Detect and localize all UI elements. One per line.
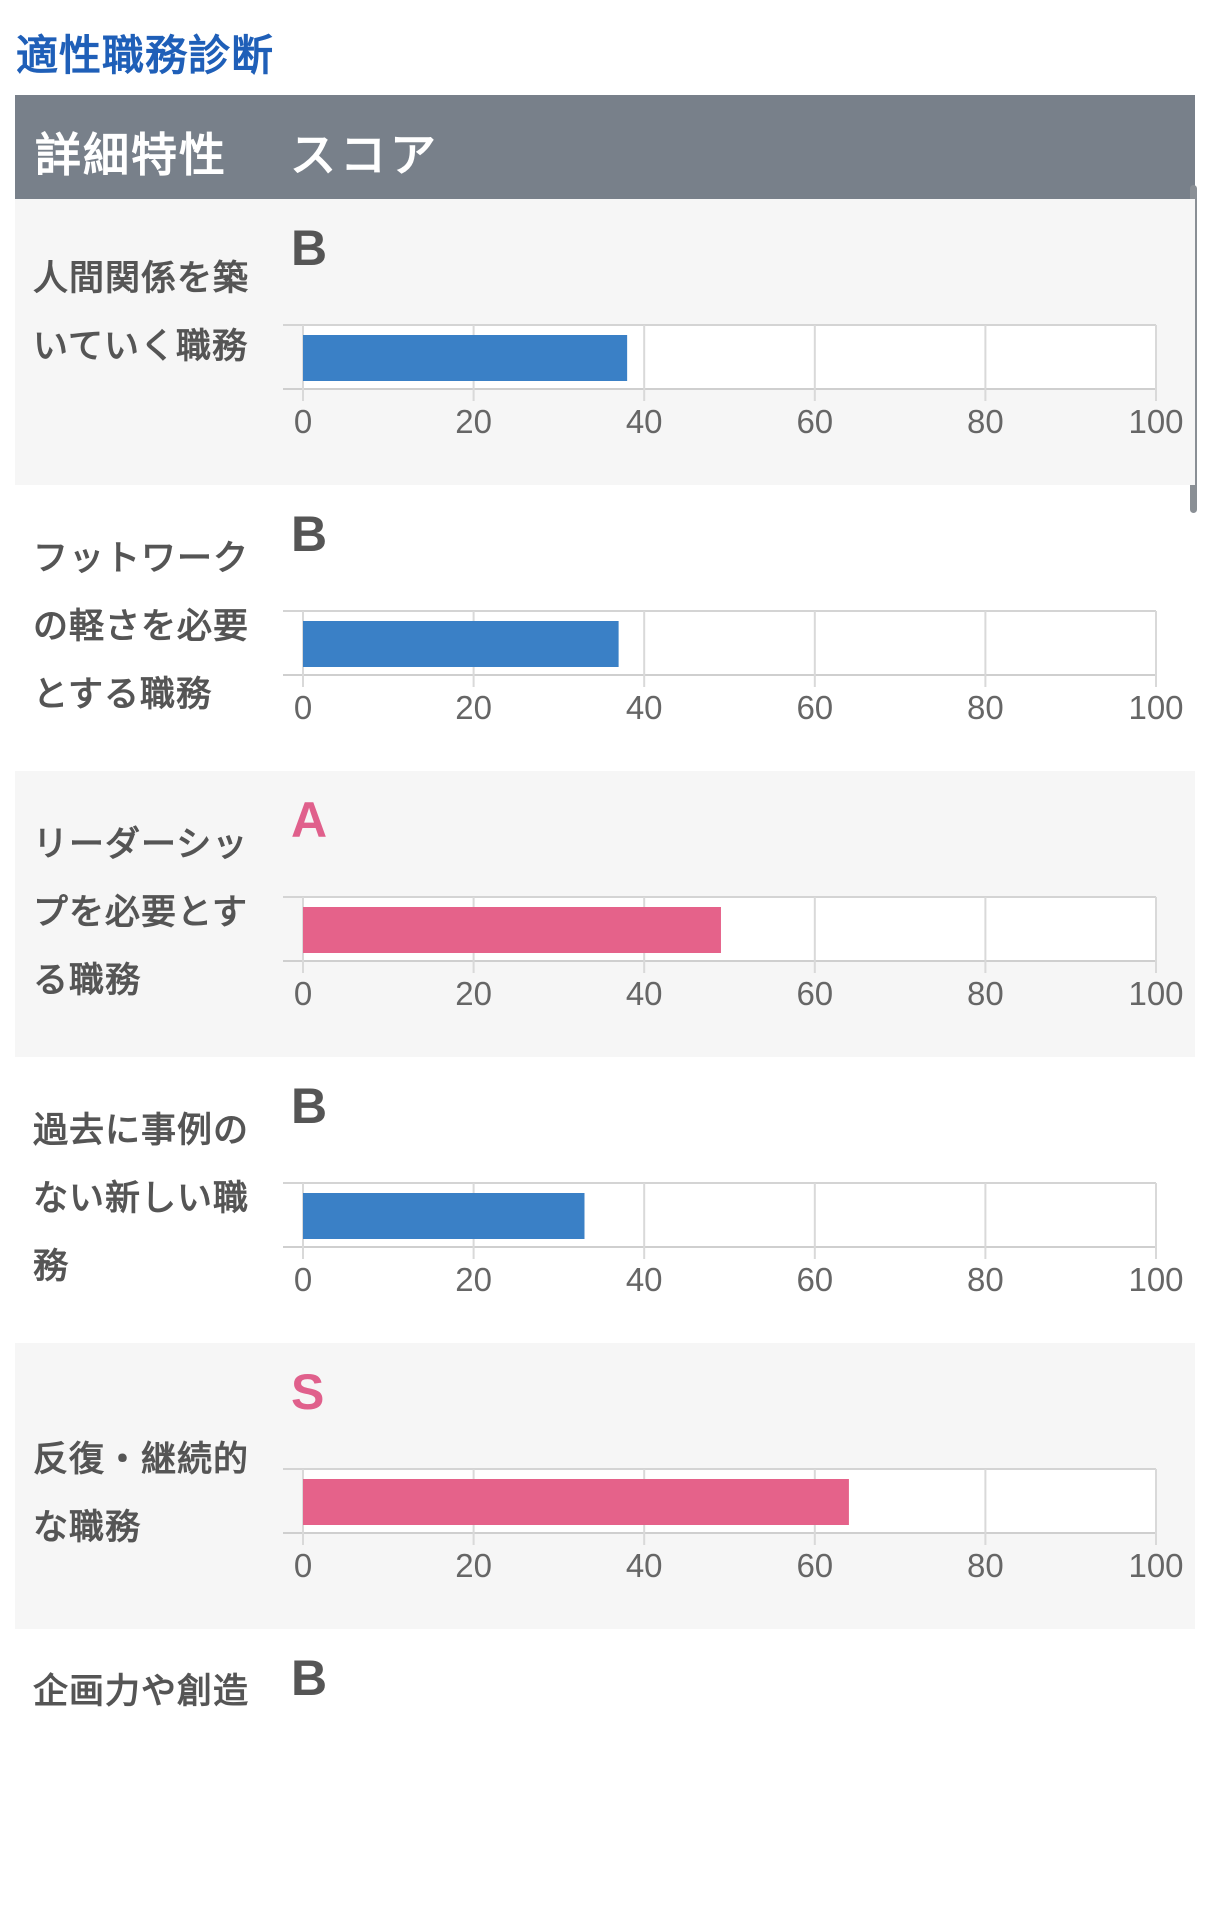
trait-label: 企画力や創造 xyxy=(33,1658,273,1726)
score-bar-chart: 0 20 40 60 80 100 xyxy=(283,1182,1184,1298)
trait-label-line: いていく職務 xyxy=(33,327,248,367)
x-tick-label: 100 xyxy=(1128,403,1183,440)
x-tick-label: 0 xyxy=(294,1261,312,1298)
page-title: 適性職務診断 xyxy=(16,31,275,80)
x-tick-label: 80 xyxy=(967,689,1004,726)
trait-label-line: 企画力や創造 xyxy=(33,1672,250,1712)
trait-label-line: ない新しい職 xyxy=(33,1179,250,1219)
x-tick-label: 60 xyxy=(796,403,833,440)
score-bar xyxy=(303,621,619,667)
trait-label-line: リーダーシッ xyxy=(33,825,249,865)
x-tick-label: 20 xyxy=(455,1547,492,1584)
score-bar-chart: 0 20 40 60 80 100 xyxy=(283,1468,1184,1584)
trait-label: 人間関係を築 いていく職務 xyxy=(33,245,273,381)
x-tick-label: 80 xyxy=(967,975,1004,1012)
x-tick-label: 60 xyxy=(796,1547,833,1584)
trait-label-line: 務 xyxy=(33,1247,70,1287)
x-tick-label: 20 xyxy=(455,403,492,440)
x-tick-label: 100 xyxy=(1128,1547,1183,1584)
trait-label: フットワーク の軽さを必要 とする職務 xyxy=(33,525,273,729)
score-bar xyxy=(303,1479,849,1525)
x-tick-label: 40 xyxy=(626,689,663,726)
x-tick-label: 0 xyxy=(294,689,312,726)
trait-row: 人間関係を築 いていく職務 B 0 20 40 60 80 100 xyxy=(15,199,1195,485)
score-bar xyxy=(303,907,721,953)
score-bar xyxy=(303,1193,585,1239)
grade-badge: S xyxy=(291,1364,325,1420)
x-tick-label: 0 xyxy=(294,403,312,440)
x-tick-label: 20 xyxy=(455,1261,492,1298)
trait-label-line: な職務 xyxy=(33,1508,142,1548)
x-tick-label: 100 xyxy=(1128,689,1183,726)
grade-badge: A xyxy=(291,792,328,848)
score-bar-chart: 0 20 40 60 80 100 xyxy=(283,610,1184,726)
trait-label-line: 過去に事例の xyxy=(33,1111,250,1151)
x-tick-label: 40 xyxy=(626,1547,663,1584)
trait-label-line: 人間関係を築 xyxy=(33,259,250,299)
x-tick-label: 0 xyxy=(294,975,312,1012)
trait-label-line: の軽さを必要 xyxy=(33,607,250,647)
trait-label-line: る職務 xyxy=(33,961,142,1001)
grade-badge: B xyxy=(291,220,328,276)
trait-label-line: プを必要とす xyxy=(33,893,248,933)
trait-row: フットワーク の軽さを必要 とする職務 B 0 20 40 60 80 100 xyxy=(15,485,1195,771)
x-tick-label: 100 xyxy=(1128,1261,1183,1298)
x-tick-label: 80 xyxy=(967,1547,1004,1584)
trait-row: リーダーシッ プを必要とす る職務 A 0 20 40 60 80 100 xyxy=(15,771,1195,1057)
trait-row: 反復・継続的 な職務 S 0 20 40 60 80 100 xyxy=(15,1343,1195,1629)
trait-label: 反復・継続的 な職務 xyxy=(33,1426,273,1562)
x-tick-label: 20 xyxy=(455,975,492,1012)
grade-badge: B xyxy=(291,1650,328,1706)
x-tick-label: 40 xyxy=(626,975,663,1012)
x-tick-label: 60 xyxy=(796,975,833,1012)
table-header: 詳細特性 スコア xyxy=(15,95,1195,199)
trait-row: 企画力や創造 B xyxy=(15,1629,1195,1915)
trait-label: リーダーシッ プを必要とす る職務 xyxy=(33,811,273,1015)
trait-row: 過去に事例の ない新しい職務 B 0 20 40 60 80 100 xyxy=(15,1057,1195,1343)
score-bar-chart: 0 20 40 60 80 100 xyxy=(283,324,1184,440)
x-tick-label: 80 xyxy=(967,403,1004,440)
score-bar-chart: 0 20 40 60 80 100 xyxy=(283,896,1184,1012)
trait-label-line: 反復・継続的 xyxy=(33,1440,250,1480)
score-bar xyxy=(303,335,628,381)
x-tick-label: 0 xyxy=(294,1547,312,1584)
header-score: スコア xyxy=(290,128,440,182)
grade-badge: B xyxy=(291,506,328,562)
x-tick-label: 60 xyxy=(796,1261,833,1298)
x-tick-label: 40 xyxy=(626,1261,663,1298)
x-tick-label: 20 xyxy=(455,689,492,726)
x-tick-label: 60 xyxy=(796,689,833,726)
x-tick-label: 100 xyxy=(1128,975,1183,1012)
trait-label-line: とする職務 xyxy=(33,675,212,715)
trait-label-line: フットワーク xyxy=(33,539,250,579)
grade-badge: B xyxy=(291,1078,328,1134)
trait-score-list: 人間関係を築 いていく職務 B 0 20 40 60 80 100 フットワーク の軽さを必要 とする… xyxy=(15,199,1195,1915)
trait-label: 過去に事例の ない新しい職務 xyxy=(33,1097,273,1301)
x-tick-label: 40 xyxy=(626,403,663,440)
header-detail-trait: 詳細特性 xyxy=(35,128,227,182)
x-tick-label: 80 xyxy=(967,1261,1004,1298)
